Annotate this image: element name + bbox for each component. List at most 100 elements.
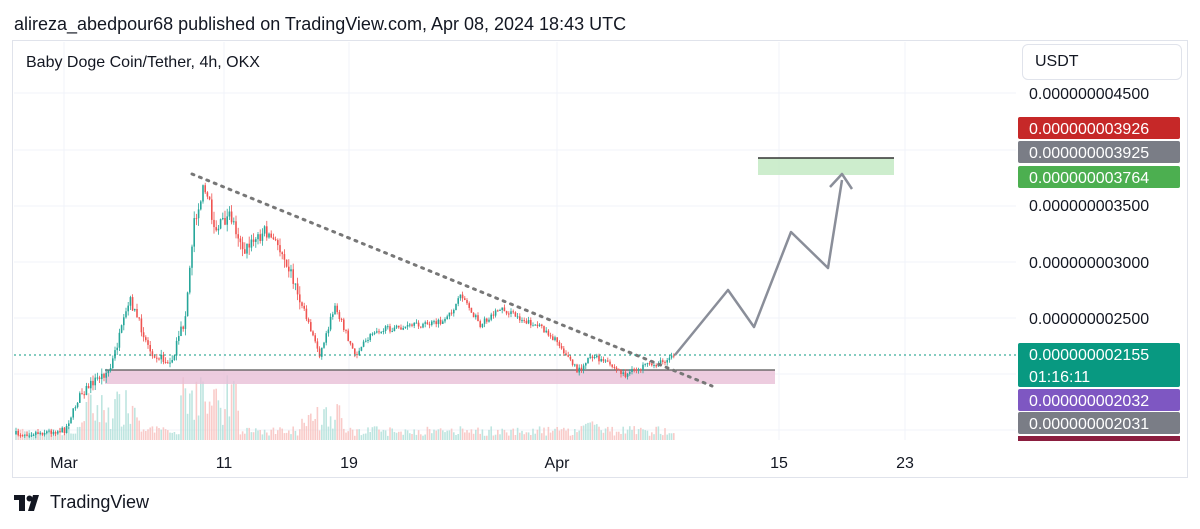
volume-bar-47 (118, 394, 121, 440)
candle-body-7 (30, 435, 33, 437)
volume-bar-78 (186, 413, 189, 440)
candle-body-160 (367, 340, 369, 341)
candle-body-188 (428, 324, 431, 326)
volume-bar-209 (475, 429, 477, 440)
volume-bar-91 (215, 388, 217, 440)
volume-bar-11 (39, 434, 41, 440)
volume-bar-269 (607, 426, 609, 440)
volume-bar-198 (450, 428, 453, 440)
volume-bar-241 (545, 435, 547, 440)
candle-body-226 (512, 311, 514, 313)
volume-bar-67 (162, 427, 165, 440)
volume-bar-69 (167, 430, 169, 440)
candle-body-225 (510, 311, 512, 314)
volume-bar-153 (351, 429, 354, 440)
candle-body-274 (618, 369, 620, 371)
candle-body-299 (673, 355, 675, 357)
candle-body-123 (285, 259, 288, 267)
volume-bar-66 (160, 429, 162, 440)
volume-bar-29 (79, 426, 81, 440)
volume-bar-290 (653, 434, 655, 440)
candle-body-35 (92, 380, 94, 386)
tradingview-brand[interactable]: TradingView (14, 492, 149, 513)
volume-bar-26 (72, 433, 74, 440)
candle-body-248 (560, 346, 563, 349)
volume-bar-291 (655, 426, 657, 440)
volume-bar-280 (631, 429, 633, 440)
volume-bar-123 (285, 432, 288, 440)
candle-body-258 (582, 365, 585, 370)
candle-body-260 (587, 357, 589, 364)
descending-trendline (190, 172, 714, 388)
x-tick-label-4: 15 (770, 455, 788, 472)
volume-bar-282 (635, 434, 638, 440)
candle-body-129 (299, 294, 301, 303)
volume-bar-243 (549, 432, 552, 440)
candle-body-277 (624, 372, 627, 377)
volume-bar-156 (358, 429, 360, 440)
volume-bar-231 (523, 434, 525, 440)
candle-body-282 (635, 369, 638, 371)
volume-bar-34 (90, 394, 92, 440)
volume-bar-249 (563, 427, 565, 440)
candle-body-239 (541, 324, 543, 326)
volume-bar-186 (424, 434, 426, 440)
candle-body-101 (237, 234, 239, 239)
candle-body-231 (523, 320, 525, 322)
volume-bar-219 (497, 429, 499, 440)
candle-body-216 (490, 314, 492, 320)
volume-bar-278 (626, 429, 629, 440)
volume-bar-187 (426, 426, 429, 440)
volume-bar-104 (244, 433, 246, 440)
volume-bar-226 (512, 428, 514, 440)
candle-body-6 (28, 435, 30, 437)
candle-body-269 (607, 360, 609, 362)
candle-body-47 (118, 332, 121, 348)
candle-body-296 (666, 360, 668, 363)
price-label-box-2 (1018, 166, 1180, 188)
volume-bar-148 (340, 418, 343, 440)
candle-body-24 (68, 423, 70, 426)
candle-body-121 (281, 252, 283, 255)
candle-body-246 (556, 337, 558, 343)
price-label-5: 0.000000002031 (1029, 416, 1149, 433)
volume-bar-228 (516, 427, 519, 440)
currency-selector[interactable]: USDT (1022, 44, 1182, 80)
candle-body-16 (50, 430, 52, 434)
candle-body-262 (591, 356, 594, 359)
candle-body-19 (57, 431, 59, 434)
candle-body-145 (334, 305, 336, 315)
projection-arrowhead (829, 172, 854, 190)
candle-body-191 (435, 321, 437, 325)
candle-body-110 (257, 234, 259, 240)
x-tick-label-1: 11 (216, 455, 233, 472)
price-label-box-0 (1018, 117, 1180, 139)
volume-bar-200 (455, 435, 457, 440)
candle-body-252 (569, 356, 572, 360)
volume-bar-141 (325, 407, 327, 440)
candle-body-8 (32, 434, 35, 436)
candle-body-143 (329, 316, 332, 330)
candle-body-55 (136, 309, 138, 318)
volume-bar-62 (151, 426, 154, 440)
volume-bar-79 (189, 393, 191, 440)
volume-bar-113 (263, 429, 266, 440)
volume-bar-257 (580, 426, 583, 440)
volume-bar-95 (224, 409, 226, 440)
publisher-info: alireza_abedpour68 published on TradingV… (14, 14, 627, 34)
candle-body-182 (415, 322, 418, 324)
candle-body-94 (222, 218, 224, 220)
volume-bar-45 (114, 399, 116, 440)
candle-body-211 (479, 321, 481, 327)
volume-bar-144 (332, 428, 334, 440)
volume-bar-190 (433, 429, 435, 440)
candle-body-224 (508, 313, 510, 315)
candle-body-93 (219, 219, 222, 229)
candle-body-15 (48, 430, 50, 432)
volume-bar-265 (598, 426, 600, 440)
candlesticks (15, 182, 675, 439)
x-tick-label-5: 23 (896, 455, 914, 472)
candle-body-177 (404, 326, 407, 328)
candle-body-46 (116, 347, 118, 351)
